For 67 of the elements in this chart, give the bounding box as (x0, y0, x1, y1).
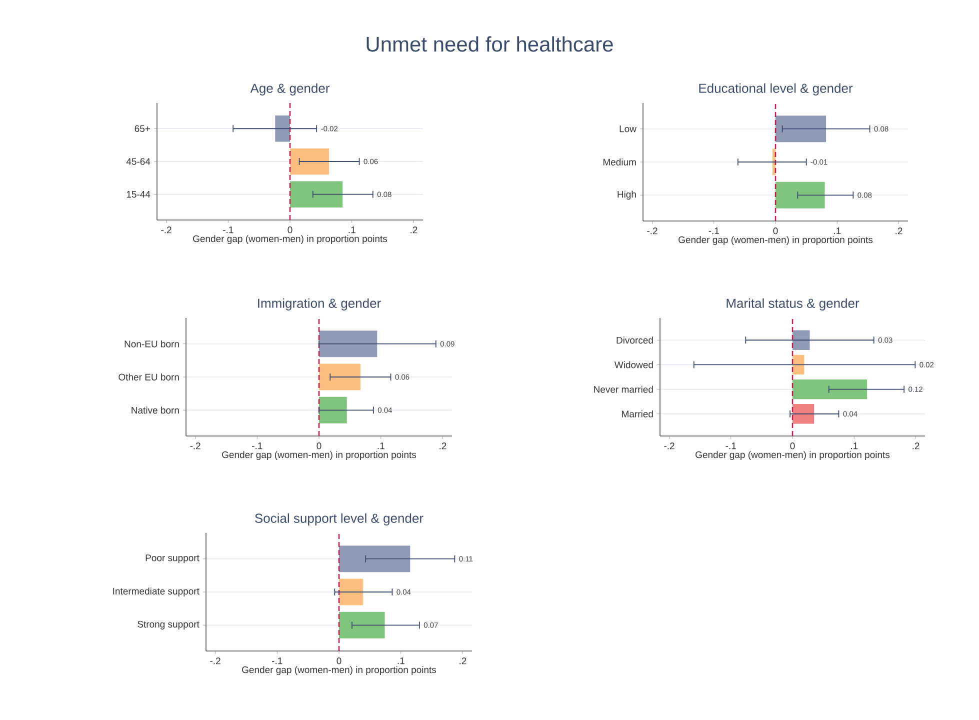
x-tick-label: -.2 (664, 442, 674, 450)
y-tick-label: Widowed (614, 361, 653, 368)
x-tick-label: 0 (316, 442, 322, 450)
y-tick-label: Poor support (146, 554, 200, 564)
x-tick-label: .1 (851, 442, 858, 450)
bar (792, 354, 804, 375)
bar (792, 330, 810, 350)
x-axis-title: Gender gap (women-men) in proportion points (696, 451, 890, 460)
y-tick-label: Other EU born (118, 374, 179, 380)
bar (792, 379, 868, 400)
chart-title: Educational level & gender (699, 83, 853, 96)
x-tick-label: -.2 (210, 658, 220, 664)
bar (319, 364, 360, 390)
y-tick-label: Low (620, 126, 636, 132)
text: Unmet need for healthcare (366, 36, 613, 52)
x-tick-label: .2 (896, 228, 902, 234)
y-tick-label: Married (622, 410, 653, 418)
x-tick-label: 0 (790, 442, 795, 450)
x-tick-label: .1 (348, 226, 356, 234)
x-axis-title: Gender gap (women-men) in proportion points (193, 235, 388, 244)
x-tick-label: -.1 (252, 442, 262, 450)
y-tick-label: Medium (603, 158, 636, 166)
y-tick-label: Strong support (138, 620, 200, 630)
y-tick-label: Non-EU born (124, 340, 179, 348)
bar (776, 182, 825, 208)
x-tick-label: -.2 (190, 442, 200, 450)
y-tick-label: Divorced (616, 336, 653, 344)
x-tick-label: .2 (410, 226, 418, 234)
chart-title: Social support level & gender (255, 513, 424, 526)
chart-title: Marital status & gender (726, 298, 860, 310)
x-axis-title: Gender gap (women-men) in proportion points (242, 666, 436, 675)
x-tick-label: .2 (460, 658, 466, 664)
bar (792, 404, 814, 424)
x-tick-label: .1 (378, 442, 384, 450)
bar (290, 148, 329, 175)
bar (319, 330, 378, 358)
x-tick-label: -.2 (647, 228, 658, 234)
chart-title: Age & gender (250, 83, 330, 96)
bar (776, 116, 826, 142)
x-axis-title: Gender gap (women-men) in proportion points (222, 451, 416, 460)
bar (290, 181, 343, 208)
x-tick-label: .1 (834, 228, 841, 234)
bar (339, 578, 364, 606)
x-tick-label: -.2 (161, 226, 172, 234)
x-tick-label: -.1 (726, 442, 736, 450)
y-tick-label: 15-44 (126, 191, 150, 198)
y-tick-label: Never married (594, 386, 653, 393)
chart-title: Immigration & gender (258, 298, 381, 310)
y-tick-label: 45-64 (126, 158, 150, 165)
x-tick-label: 0 (288, 226, 292, 234)
x-tick-label: -.1 (708, 228, 719, 234)
bar (339, 546, 410, 572)
y-tick-label: Native born (132, 406, 179, 414)
x-tick-label: -.1 (272, 658, 282, 664)
x-axis-title: Gender gap (women-men) in proportion points (678, 236, 873, 245)
y-tick-label: High (618, 190, 636, 200)
y-tick-label: 65+ (134, 125, 150, 132)
y-tick-label: Intermediate support (113, 588, 200, 596)
x-tick-label: 0 (336, 658, 342, 664)
x-tick-label: .1 (398, 658, 404, 664)
x-tick-label: .2 (912, 442, 920, 450)
x-tick-label: 0 (773, 228, 778, 234)
x-tick-label: -.1 (223, 226, 234, 234)
bar (275, 115, 290, 142)
x-tick-label: .2 (440, 442, 446, 450)
bar (339, 612, 385, 638)
bar (319, 396, 347, 424)
